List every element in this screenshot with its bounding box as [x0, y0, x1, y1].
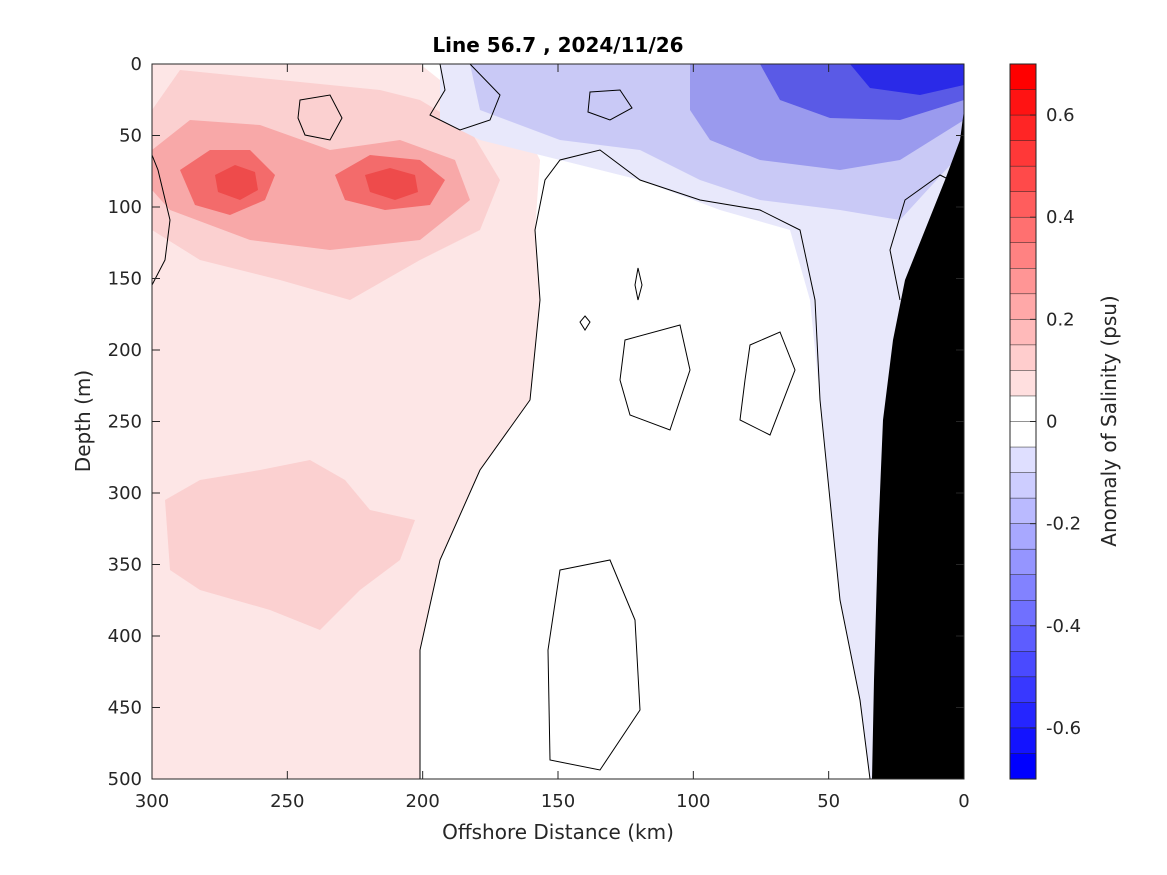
colorbar-level: [1009, 344, 1037, 371]
colorbar-level: [1009, 753, 1037, 780]
contour-line-eddy-7: [579, 315, 591, 331]
colorbar: [1009, 63, 1037, 780]
contour-line-zero-left: [152, 154, 171, 286]
x-tick-label: 200: [405, 791, 439, 812]
bottom-topography: [872, 110, 964, 779]
contour-fills: [152, 64, 964, 779]
negative-anomaly-inner-core: [850, 64, 964, 95]
colorbar-tick-label: -0.2: [1046, 514, 1081, 535]
contour-line-eddy-5: [547, 559, 641, 771]
contour-line-eddy-6: [634, 267, 643, 301]
colorbar-ticks: 0.6 0.4 0.2 0 -0.2 -0.4 -0.6: [1030, 105, 1081, 739]
colorbar-level: [1009, 523, 1037, 550]
colorbar-level: [1009, 651, 1037, 678]
contour-lines: [152, 64, 951, 779]
colorbar-level: [1009, 63, 1037, 91]
colorbar-level: [1009, 395, 1037, 423]
colorbar-level: [1009, 89, 1037, 116]
colorbar-tick-label: -0.4: [1046, 616, 1081, 637]
colorbar-tick-label: 0: [1046, 412, 1057, 433]
y-tick-label: 250: [108, 412, 142, 433]
y-tick-label: 150: [108, 269, 142, 290]
colorbar-level: [1009, 268, 1037, 295]
contour-line-coastal: [889, 174, 951, 301]
colorbar-level: [1009, 114, 1037, 142]
colorbar-level: [1009, 548, 1037, 576]
colorbar-level: [1009, 421, 1037, 448]
colorbar-level: [1009, 216, 1037, 244]
negative-anomaly-region: [440, 64, 964, 779]
colorbar-tick-label: -0.6: [1046, 718, 1081, 739]
y-tick-label: 500: [108, 769, 142, 790]
colorbar-level: [1009, 600, 1037, 627]
colorbar-level: [1009, 702, 1037, 729]
y-tick-label: 300: [108, 483, 142, 504]
positive-anomaly-core-inner-left: [215, 165, 258, 200]
contour-line-surface: [429, 64, 501, 131]
colorbar-level: [1009, 446, 1037, 474]
contour-line-eddy-3: [619, 324, 691, 431]
y-tick-label: 50: [119, 126, 142, 147]
colorbar-label: Anomaly of Salinity (psu): [1097, 295, 1121, 546]
colorbar-tick-label: 0.4: [1046, 207, 1075, 228]
x-tick-label: 100: [676, 791, 710, 812]
colorbar-level: [1009, 497, 1037, 525]
y-tick-label: 200: [108, 340, 142, 361]
contour-line-eddy-4: [739, 331, 796, 436]
colorbar-level: [1009, 727, 1037, 755]
colorbar-level: [1009, 625, 1037, 652]
y-axis: 0 50 100 150 200 250 300 350 400 450 500: [108, 54, 964, 790]
x-tick-label: 150: [541, 791, 575, 812]
contour-line-eddy-2: [587, 89, 633, 121]
contour-line-eddy-1: [297, 94, 343, 141]
colorbar-level: [1009, 242, 1037, 269]
colorbar-level: [1009, 472, 1037, 499]
x-tick-label: 50: [817, 791, 840, 812]
x-tick-label: 0: [958, 791, 969, 812]
positive-anomaly-core-inner-right: [365, 168, 418, 200]
colorbar-tick-label: 0.2: [1046, 309, 1075, 330]
colorbar-level: [1009, 370, 1037, 397]
contour-line-zero-main: [419, 149, 871, 779]
x-axis: 300 250 200 150 100 50 0: [135, 64, 970, 812]
chart-title: Line 56.7 , 2024/11/26: [432, 33, 683, 57]
colorbar-level: [1009, 191, 1037, 218]
y-tick-label: 0: [131, 54, 142, 75]
x-tick-label: 300: [135, 791, 169, 812]
colorbar-level: [1009, 574, 1037, 601]
positive-anomaly-deep-lobe: [165, 460, 415, 630]
y-axis-title: Depth (m): [71, 370, 95, 472]
y-tick-label: 450: [108, 698, 142, 719]
plot-area: [151, 63, 965, 780]
y-tick-label: 350: [108, 555, 142, 576]
colorbar-level: [1009, 676, 1037, 703]
x-axis-title: Offshore Distance (km): [442, 820, 674, 844]
colorbar-tick-label: 0.6: [1046, 105, 1075, 126]
colorbar-level: [1009, 319, 1037, 346]
colorbar-level: [1009, 293, 1037, 320]
colorbar-level: [1009, 165, 1037, 193]
x-tick-label: 250: [270, 791, 304, 812]
y-tick-label: 100: [108, 197, 142, 218]
y-tick-label: 400: [108, 626, 142, 647]
colorbar-level: [1009, 140, 1037, 167]
